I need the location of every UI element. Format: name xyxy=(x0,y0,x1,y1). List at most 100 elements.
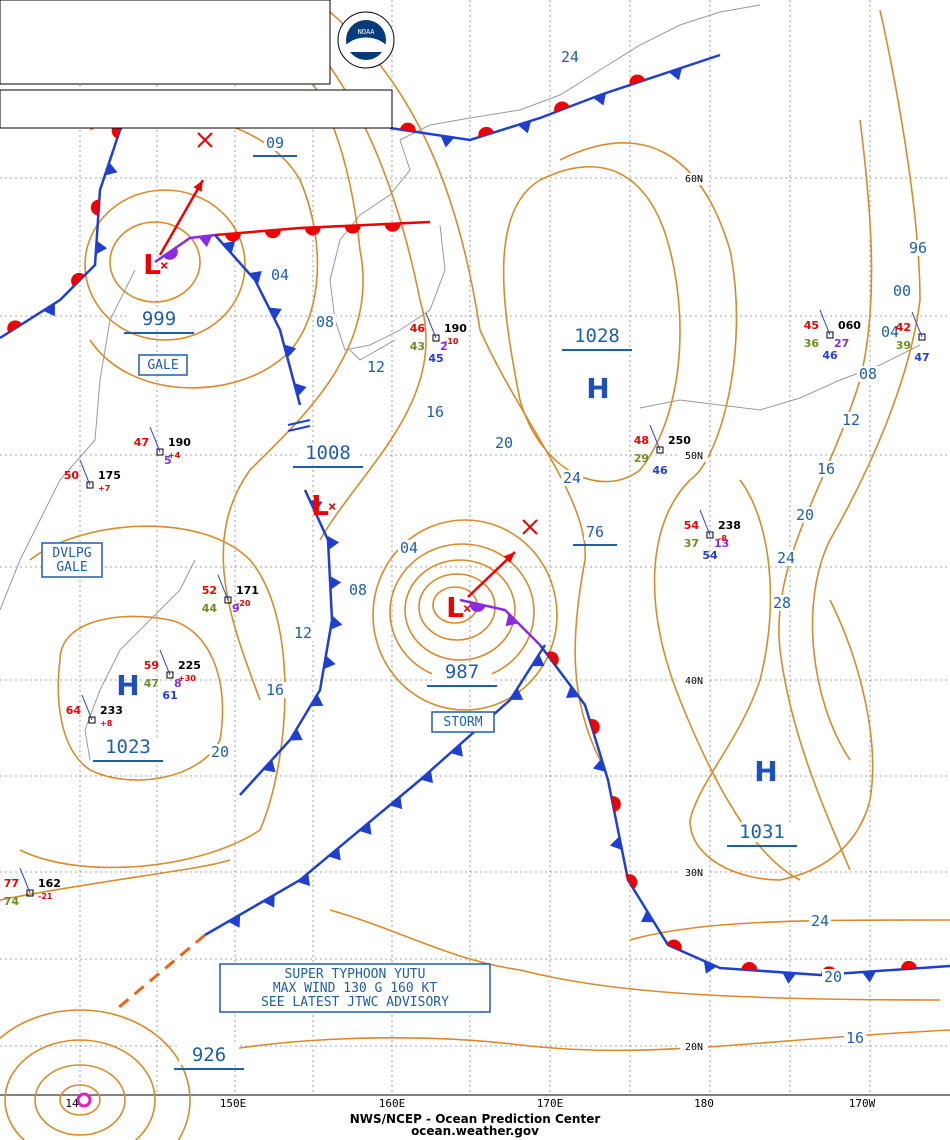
latitude-label: 60N xyxy=(685,174,703,185)
longitude-label: 160E xyxy=(379,1097,406,1110)
longitude-label: 180 xyxy=(694,1097,714,1110)
station-tendency: +30 xyxy=(178,674,196,683)
longitude-label: 170E xyxy=(537,1097,564,1110)
front-semicircle xyxy=(304,227,321,236)
station-pressure: 250 xyxy=(668,434,691,447)
station-wave: 54 xyxy=(702,549,718,562)
coastline xyxy=(399,4,761,141)
coastline xyxy=(349,339,396,361)
forecast-position xyxy=(197,132,213,148)
central-pressure: 1023 xyxy=(105,736,151,758)
isobar xyxy=(0,1009,191,1140)
front-triangle xyxy=(440,135,455,148)
front-triangle xyxy=(222,241,236,254)
station-pressure: 233 xyxy=(100,704,123,717)
isobar-label-bg xyxy=(907,240,929,256)
station-dewpoint: 43 xyxy=(410,340,425,353)
station-temp: 54 xyxy=(684,519,700,532)
front-triangle xyxy=(248,271,262,284)
station-tendency: -21 xyxy=(38,892,53,901)
central-pressure: 999 xyxy=(142,308,176,330)
header-frame xyxy=(0,0,331,85)
wind-barb xyxy=(819,309,831,336)
station-dewpoint: 44 xyxy=(202,602,218,615)
isobar xyxy=(689,479,874,881)
fronts xyxy=(0,53,950,1108)
isobar xyxy=(404,559,516,661)
station-pressure: 175 xyxy=(98,469,121,482)
low-cross: × xyxy=(328,499,336,515)
station-dewpoint: 74 xyxy=(4,895,20,908)
front-triangle xyxy=(505,613,519,627)
warning-text: SEE LATEST JTWC ADVISORY xyxy=(261,995,449,1010)
station-tendency: +7 xyxy=(98,484,110,493)
station-pressure: 190 xyxy=(168,436,191,449)
low-cross: × xyxy=(160,258,168,274)
isobars xyxy=(0,9,950,1140)
isobar-label-bg xyxy=(794,507,816,523)
front-semicircle xyxy=(741,962,758,971)
station-temp: 59 xyxy=(144,659,159,672)
isobar-label-bg xyxy=(775,550,797,566)
warning-box xyxy=(138,354,188,376)
longitude-label: 170W xyxy=(849,1097,876,1110)
station-tendency: +8 xyxy=(100,719,113,728)
isobar-label: 04 xyxy=(271,266,289,284)
wind-barb xyxy=(911,311,923,338)
isobar-label-bg xyxy=(840,412,862,428)
front-semicircle xyxy=(90,199,100,216)
pressure-bg xyxy=(129,309,189,329)
front-triangle xyxy=(592,92,607,106)
front-semicircle xyxy=(71,272,85,287)
front-triangle xyxy=(592,758,606,772)
station-tendency: -20 xyxy=(236,599,251,608)
latitude-label: 50N xyxy=(685,451,703,462)
front-triangle xyxy=(309,499,323,513)
front-triangle xyxy=(328,847,341,861)
isobar-label-bg xyxy=(891,283,913,299)
front-semicircle xyxy=(611,796,621,812)
isobar xyxy=(502,166,681,483)
front-semicircle xyxy=(469,602,486,612)
front-semicircle xyxy=(589,718,600,735)
front-triangle xyxy=(862,971,877,983)
isobar xyxy=(0,859,941,1001)
isobar-label: 24 xyxy=(811,912,829,930)
station-wave: 47 xyxy=(914,351,929,364)
footer-line: ocean.weather.gov xyxy=(411,1124,539,1138)
isobar-label: 24 xyxy=(561,48,579,66)
station-wave: 61 xyxy=(162,689,177,702)
station-temp: 50 xyxy=(64,469,80,482)
isobar-label: 08 xyxy=(349,581,367,599)
station-symbol xyxy=(156,448,164,456)
front-semicircle xyxy=(384,223,401,232)
latitude-bg xyxy=(680,173,708,185)
station-pressure: 190 xyxy=(444,322,467,335)
forecast-track xyxy=(158,179,205,256)
low-symbol: L xyxy=(143,248,161,281)
occl-front xyxy=(154,233,216,264)
isobar xyxy=(279,9,427,541)
notice-frame xyxy=(0,89,393,129)
isobar xyxy=(57,615,224,781)
front-triangle xyxy=(329,575,342,590)
isobar-label-bg xyxy=(809,913,831,929)
front-triangle xyxy=(517,120,532,134)
warning-box xyxy=(431,711,495,733)
track-arrowhead xyxy=(503,552,515,564)
isobar-label: 16 xyxy=(846,1029,864,1047)
wind-barb xyxy=(149,426,161,453)
pressure-bg xyxy=(298,443,358,463)
front-semicircle xyxy=(7,320,22,333)
front-triangle xyxy=(566,685,579,698)
warning-text: SUPER TYPHOON YUTU xyxy=(285,967,426,982)
isobar-label: 20 xyxy=(495,434,513,452)
graticule xyxy=(0,0,950,1096)
latitude-label: 20N xyxy=(685,1042,703,1053)
front-triangle xyxy=(95,240,108,255)
isobar-label-bg xyxy=(264,135,286,151)
front-semicircle xyxy=(344,225,361,234)
isobar-label-bg xyxy=(584,524,606,540)
low-cross: × xyxy=(463,601,471,617)
latitude-bg xyxy=(680,867,708,879)
